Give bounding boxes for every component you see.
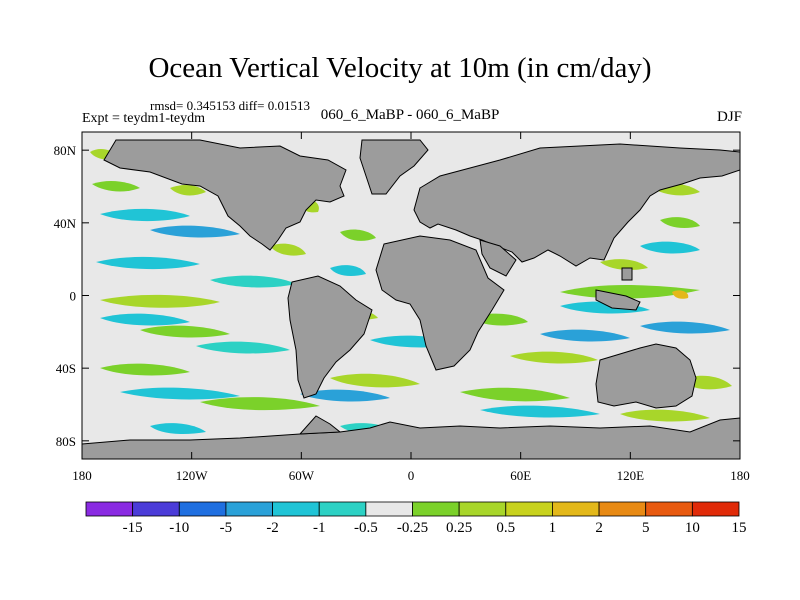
anomaly-patch (92, 181, 140, 192)
anomaly-patch (600, 259, 648, 270)
land-north-america (103, 139, 347, 251)
colorbar-swatch (365, 501, 413, 517)
colorbar-label: -15 (123, 520, 143, 536)
anomaly-patch (510, 351, 598, 364)
anomaly-patch (170, 185, 206, 196)
anomaly-patch (270, 243, 306, 256)
colorbar-label: 0.5 (496, 520, 515, 536)
anomaly-patch (100, 208, 190, 222)
anomaly-patch (120, 387, 240, 400)
colorbar-swatch (178, 501, 227, 517)
lon-tick-label: 180 (730, 468, 750, 483)
land-arabia-india (479, 239, 517, 277)
anomaly-patch (640, 241, 700, 254)
colorbar-swatch (505, 501, 553, 517)
page-title: Ocean Vertical Velocity at 10m (in cm/da… (148, 52, 652, 84)
colorbar-label: 1 (549, 520, 557, 536)
land-greenland (359, 139, 429, 195)
land-eurasia (413, 143, 740, 267)
anomaly-patch (200, 397, 320, 411)
colorbar-label: 10 (685, 520, 700, 536)
colorbar-swatch (272, 501, 320, 517)
colorbar-label: -0.5 (354, 520, 378, 536)
lat-tick-label: 40S (56, 361, 76, 376)
anomaly-patch (340, 229, 376, 241)
lat-tick-label: 80S (56, 434, 76, 449)
lat-tick-label: 80N (54, 143, 77, 158)
land-antarctica-peninsula (298, 415, 342, 435)
season-label: DJF (716, 109, 742, 125)
anomaly-patch (330, 265, 366, 276)
land-australia (595, 343, 697, 409)
land-maritime-asia (621, 267, 633, 281)
lat-tick-label: 0 (70, 289, 77, 304)
lon-tick-label: 60W (289, 468, 315, 483)
case-label: 060_6_MaBP - 060_6_MaBP (320, 107, 500, 123)
colorbar: -15 -10 -5 -2 -1 -0.5 -0.25 0.25 0.5 1 2 5 10 15 (85, 501, 747, 536)
land-south-america (287, 275, 373, 399)
anomaly-patch (96, 256, 200, 270)
colorbar-label: -5 (220, 520, 233, 536)
land-maritime-asia (595, 289, 641, 311)
land-africa (375, 235, 505, 371)
lon-tick-label: 0 (408, 468, 415, 483)
colorbar-label: 2 (595, 520, 603, 536)
lon-tick-label: 120E (617, 468, 645, 483)
anomaly-patch (100, 294, 220, 308)
anomaly-patch (640, 321, 730, 334)
colorbar-swatch (552, 501, 600, 517)
colorbar-label: -10 (169, 520, 189, 536)
colorbar-swatch (85, 501, 134, 517)
land-masses (82, 139, 740, 459)
map-panel: 80N 40N 0 40S 80S 180 120W 60W 0 60E 120E 180 (54, 131, 750, 483)
lon-tick-label: 60E (510, 468, 531, 483)
colorbar-swatch (412, 501, 460, 517)
colorbar-swatch (318, 501, 367, 517)
colorbar-label: -1 (313, 520, 326, 536)
anomaly-patch (660, 217, 700, 228)
colorbar-label: -0.25 (397, 520, 428, 536)
anomaly-patch (460, 387, 570, 402)
anomaly-patch (100, 363, 190, 376)
anomaly-patch (140, 325, 230, 338)
anomaly-patch (330, 373, 420, 388)
lon-tick-label: 180 (72, 468, 92, 483)
colorbar-label: -2 (266, 520, 279, 536)
stats-label: rmsd= 0.345153 diff= 0.01513 (150, 98, 310, 113)
colorbar-swatch (691, 501, 740, 517)
colorbar-label: 5 (642, 520, 650, 536)
colorbar-label: 0.25 (446, 520, 472, 536)
colorbar-swatch (132, 501, 180, 517)
colorbar-swatch (645, 501, 693, 517)
experiment-label: Expt = teydm1-teydm (82, 111, 205, 126)
axis-ticks: 80N 40N 0 40S 80S 180 120W 60W 0 60E 120E 180 (54, 132, 750, 483)
colorbar-swatch (458, 501, 507, 517)
lat-tick-label: 40N (54, 216, 77, 231)
land-antarctica (82, 417, 740, 459)
anomaly-patch (100, 313, 190, 326)
anomaly-patch (480, 405, 600, 418)
anomaly-patch (672, 290, 689, 299)
colorbar-swatch (598, 501, 647, 517)
colorbar-label: 15 (732, 520, 747, 536)
lon-tick-label: 120W (176, 468, 209, 483)
anomaly-patch (540, 329, 630, 342)
anomaly-patch (560, 285, 700, 299)
anomaly-patch (210, 275, 296, 288)
anomaly-patch (150, 423, 206, 434)
anomaly-patch (300, 389, 390, 402)
anomaly-patch (196, 341, 290, 354)
anomaly-patch (150, 225, 240, 238)
anomaly-patch (620, 409, 710, 422)
colorbar-swatch (225, 501, 273, 517)
